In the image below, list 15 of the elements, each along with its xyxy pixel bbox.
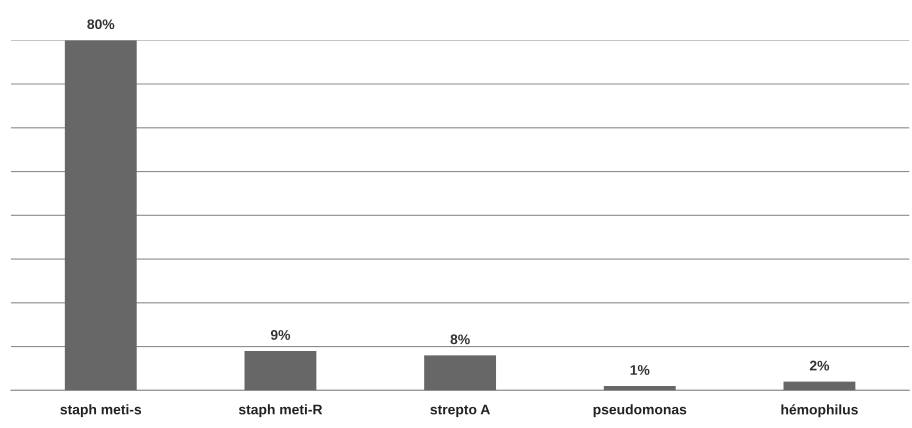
bar	[784, 382, 856, 390]
data-label: 1%	[630, 365, 650, 375]
bar	[424, 355, 496, 390]
x-tick-label: strepto A	[430, 404, 490, 418]
data-label: 9%	[270, 330, 290, 340]
data-label: 80%	[87, 19, 114, 30]
x-tick-label: hémophilus	[781, 404, 858, 418]
data-label: 2%	[810, 360, 830, 370]
x-tick-label: staph meti-R	[238, 404, 322, 418]
x-tick-label: staph meti-s	[60, 404, 142, 418]
bar	[64, 40, 137, 390]
bar	[604, 386, 676, 390]
x-tick-label: pseudomonas	[594, 404, 686, 418]
bar	[244, 350, 316, 390]
data-label: 8%	[450, 334, 470, 344]
